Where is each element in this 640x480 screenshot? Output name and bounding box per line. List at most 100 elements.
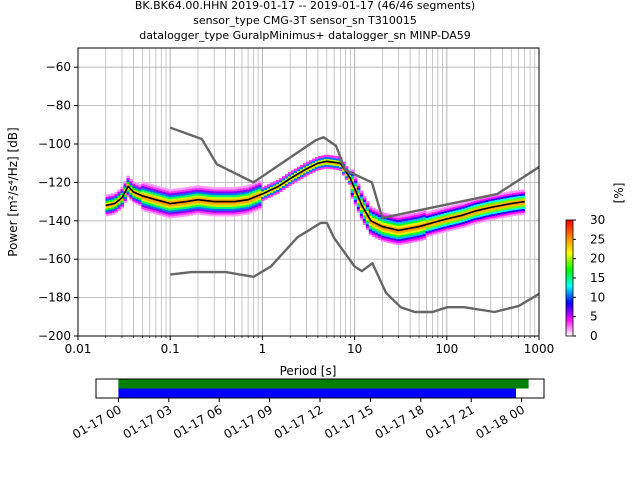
heatmap-cell (317, 167, 322, 171)
heatmap-cell (141, 191, 145, 194)
heatmap-cell (299, 172, 304, 176)
heatmap-cell (144, 209, 148, 212)
heatmap-cell (243, 212, 247, 216)
heatmap-cell (380, 217, 385, 221)
heatmap-cell (225, 212, 229, 215)
heatmap-cell (341, 171, 346, 174)
heatmap-cell (386, 223, 391, 226)
heatmap-cell (249, 189, 253, 193)
heatmap-cell (111, 210, 116, 213)
heatmap-cell (141, 206, 145, 210)
heatmap-cell (249, 186, 253, 189)
heatmap-cell (443, 216, 448, 219)
heatmap-cell (383, 235, 388, 239)
heatmap-cell (138, 190, 142, 193)
heatmap-cell (338, 166, 343, 170)
heatmap-cell (479, 202, 484, 206)
heatmap-cell (353, 199, 358, 202)
heatmap-cell (506, 191, 511, 195)
heatmap-cell (240, 190, 244, 193)
heatmap-cell (461, 219, 466, 223)
heatmap-cell (401, 240, 406, 243)
heatmap-cell (407, 223, 412, 226)
heatmap-cell (195, 187, 199, 190)
heatmap-cell (171, 194, 175, 197)
heatmap-cell (111, 199, 116, 202)
heatmap-cell (437, 217, 442, 221)
heatmap-cell (201, 201, 205, 204)
heatmap-cell (401, 241, 406, 245)
heatmap-cells (105, 154, 526, 246)
heatmap-cell (416, 218, 421, 221)
heatmap-cell (225, 192, 229, 196)
heatmap-cell (231, 204, 235, 207)
heatmap-cell (512, 204, 517, 207)
heatmap-cell (138, 186, 142, 189)
heatmap-cell (210, 204, 214, 207)
heatmap-cell (186, 196, 190, 199)
heatmap-cell (365, 202, 370, 206)
heatmap-cell (416, 221, 421, 225)
heatmap-cell (470, 207, 475, 210)
heatmap-cell (150, 209, 154, 212)
heatmap-cell (452, 227, 457, 231)
heatmap-cell (494, 195, 499, 199)
heatmap-cell (389, 220, 394, 223)
heatmap-cell (500, 194, 505, 198)
heatmap-cell (138, 203, 142, 206)
heatmap-cell (374, 236, 379, 239)
heatmap-cell (434, 230, 439, 233)
heatmap-cell (314, 157, 319, 160)
heatmap-cell (389, 225, 394, 229)
heatmap-cell (395, 238, 400, 242)
heatmap-cell (470, 205, 475, 208)
heatmap-cell (485, 201, 490, 204)
heatmap-cell (255, 189, 259, 192)
heatmap-cell (195, 191, 199, 194)
heatmap-cell (419, 211, 424, 214)
heatmap-cell (201, 203, 205, 206)
heatmap-cell (249, 203, 253, 206)
heatmap-cell (311, 162, 316, 165)
heatmap-cell (210, 211, 214, 215)
heatmap-cell (162, 214, 166, 217)
heatmap-cell (398, 219, 403, 222)
heatmap-cell (168, 206, 172, 209)
heatmap-cell (177, 197, 181, 201)
heatmap-cell (410, 215, 415, 218)
heatmap-cell (264, 195, 268, 198)
heatmap-cell (515, 209, 520, 212)
heatmap-cell (446, 213, 451, 217)
heatmap-cell (180, 212, 184, 216)
heatmap-cell (168, 214, 172, 217)
heatmap-cell (383, 224, 388, 227)
heatmap-cell (491, 217, 496, 220)
heatmap-cell (201, 205, 205, 208)
heatmap-cell (231, 212, 235, 215)
heatmap-cell (521, 191, 526, 194)
heatmap-cell (252, 207, 256, 211)
heatmap-cell (428, 210, 433, 214)
heatmap-cell (255, 206, 259, 210)
heatmap-cell (129, 196, 133, 199)
heatmap-cell (192, 193, 196, 197)
heatmap-cell (204, 186, 208, 189)
heatmap-cell (353, 197, 358, 200)
heatmap-cell (150, 199, 154, 202)
heatmap-cell (138, 199, 142, 203)
heatmap-cell (344, 177, 349, 181)
heatmap-cell (410, 238, 415, 241)
heatmap-cell (401, 226, 406, 230)
heatmap-cell (216, 208, 220, 211)
heatmap-cell (344, 166, 349, 169)
heatmap-cell (422, 212, 427, 215)
heatmap-cell (455, 221, 460, 224)
heatmap-cell (497, 200, 502, 204)
heatmap-cell (192, 205, 196, 208)
heatmap-cell (350, 196, 355, 199)
heatmap-cell (117, 193, 122, 196)
heatmap-cell (144, 207, 148, 210)
heatmap-cell (192, 203, 196, 206)
heatmap-cell (216, 214, 220, 217)
heatmap-cell (240, 205, 244, 208)
